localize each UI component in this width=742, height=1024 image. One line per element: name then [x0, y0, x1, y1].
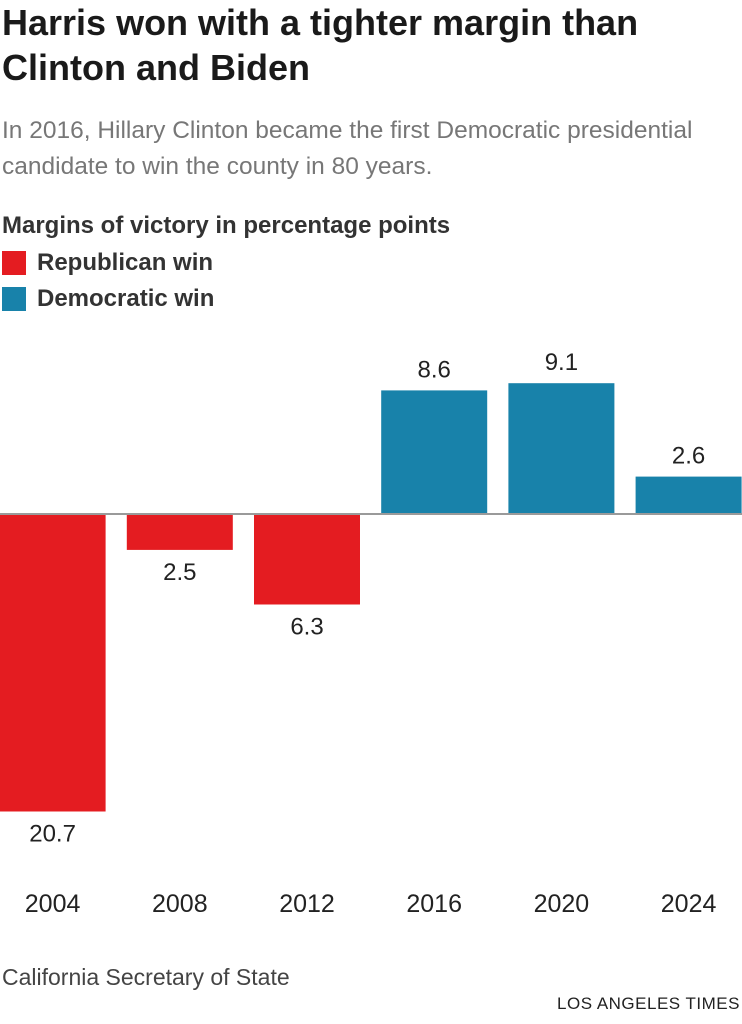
margin-bar-chart: 20.7 2004 2.5 2008 6.3 2012 8.6 2016 9.1 2020 2.6 2…: [0, 349, 742, 918]
x-tick-2020: 2020: [534, 890, 590, 918]
legend-swatch-democratic: [2, 287, 26, 311]
value-label-2016: 8.6: [418, 356, 451, 383]
value-label-2012: 6.3: [290, 614, 323, 641]
measure-label: Margins of victory in percentage points: [2, 212, 451, 239]
legend-swatch-republican: [2, 251, 26, 275]
legend-label-democratic: Democratic win: [37, 285, 215, 312]
value-label-2008: 2.5: [163, 559, 196, 586]
legend-label-republican: Republican win: [37, 249, 214, 276]
source-note: California Secretary of State: [2, 964, 290, 990]
legend-item-democratic: Democratic win: [2, 282, 214, 316]
value-label-2024: 2.6: [672, 443, 705, 470]
chart-title: Harris won with a tighter margin than Cl…: [2, 2, 639, 88]
chart-subtitle: In 2016, Hillary Clinton became the firs…: [2, 117, 693, 180]
bar-2008: [126, 514, 233, 550]
publisher-credit: LOS ANGELES TIMES: [557, 994, 740, 1013]
value-label-2020: 9.1: [545, 349, 578, 376]
legend-item-republican: Republican win: [2, 246, 213, 280]
x-tick-2008: 2008: [152, 890, 208, 918]
value-label-2004: 20.7: [29, 821, 76, 848]
bar-2004: [0, 514, 106, 812]
x-tick-2024: 2024: [661, 890, 717, 918]
x-tick-2016: 2016: [406, 890, 462, 918]
x-tick-2004: 2004: [25, 890, 81, 918]
bar-2012: [254, 514, 360, 605]
bar-2016: [381, 390, 488, 514]
bar-2024: [635, 476, 742, 514]
x-tick-2012: 2012: [279, 890, 335, 918]
bar-2020: [508, 383, 615, 514]
